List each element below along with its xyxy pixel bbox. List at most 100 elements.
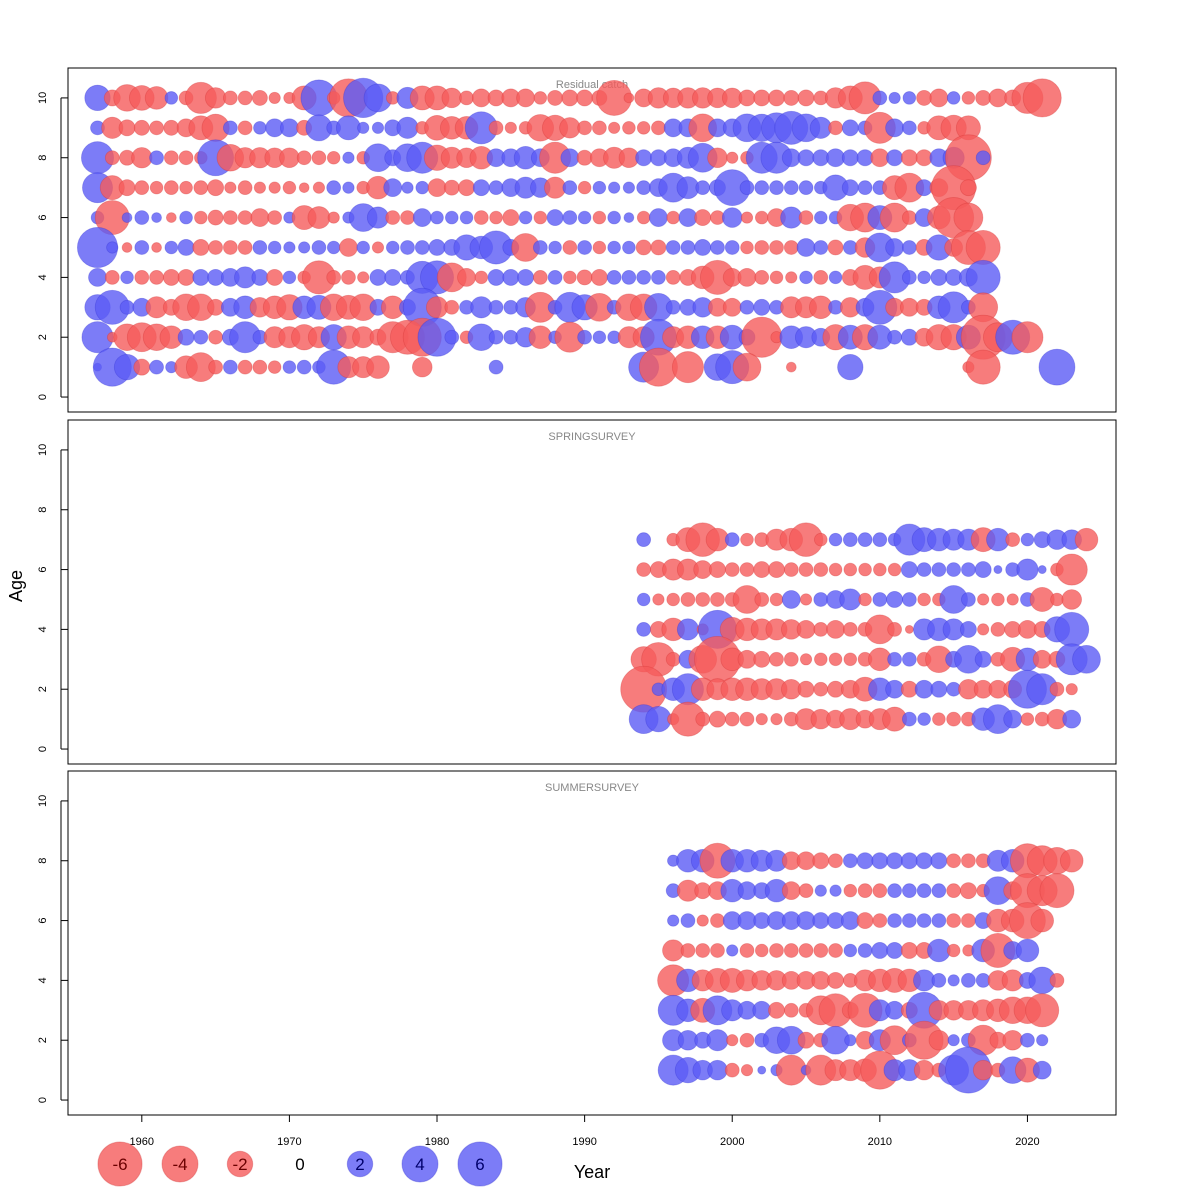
residual-bubble bbox=[814, 652, 828, 667]
residual-bubble bbox=[754, 943, 769, 958]
residual-bubble bbox=[797, 89, 815, 107]
residual-bubble bbox=[901, 913, 917, 928]
legend-label: -2 bbox=[232, 1155, 247, 1174]
residual-bubble bbox=[164, 240, 179, 255]
residual-bubble bbox=[827, 971, 844, 989]
residual-bubble bbox=[917, 592, 931, 607]
residual-bubble bbox=[768, 561, 785, 579]
residual-bubble bbox=[563, 270, 577, 285]
residual-bubble bbox=[1006, 593, 1019, 606]
residual-bubble bbox=[636, 622, 652, 637]
y-axis-title: Age bbox=[6, 570, 26, 602]
residual-bubble bbox=[1020, 1032, 1035, 1048]
legend-bubble bbox=[97, 1141, 143, 1187]
residual-bubble bbox=[638, 347, 678, 387]
residual-bubble bbox=[192, 239, 210, 256]
residual-bubble bbox=[840, 911, 860, 930]
residual-bubble bbox=[149, 180, 164, 195]
residual-bubble bbox=[636, 592, 651, 607]
residual-bubble bbox=[813, 270, 829, 285]
residual-bubble bbox=[709, 561, 726, 579]
residual-bubble bbox=[411, 356, 433, 378]
residual-bubble bbox=[665, 651, 681, 667]
residual-bubble bbox=[870, 148, 890, 168]
residual-bubble bbox=[783, 562, 799, 577]
residual-bubble bbox=[916, 913, 932, 928]
residual-bubble bbox=[471, 88, 491, 108]
residual-bubble bbox=[592, 240, 607, 255]
residual-bubble bbox=[250, 208, 270, 227]
residual-bubble bbox=[901, 240, 917, 255]
residual-bubble bbox=[842, 853, 858, 869]
residual-bubble bbox=[251, 268, 269, 286]
residual-bubble bbox=[842, 622, 858, 637]
residual-bubble bbox=[1074, 527, 1099, 552]
residual-bubble bbox=[991, 592, 1005, 607]
residual-bubble bbox=[753, 561, 771, 579]
residual-bubble bbox=[280, 118, 299, 138]
residual-bubble bbox=[931, 883, 947, 899]
residual-bubble bbox=[843, 883, 858, 898]
residual-bubble bbox=[785, 271, 798, 284]
residual-bubble bbox=[357, 271, 370, 284]
residual-bubble bbox=[798, 562, 814, 577]
residual-bubble bbox=[208, 359, 223, 375]
residual-bubble bbox=[192, 268, 210, 286]
residual-bubble bbox=[1054, 611, 1090, 647]
residual-bubble bbox=[671, 351, 704, 384]
residual-bubble bbox=[326, 150, 341, 165]
residual-bubble bbox=[754, 240, 770, 255]
residual-bubble bbox=[799, 593, 813, 606]
residual-bubble bbox=[887, 651, 902, 667]
residual-bubble bbox=[841, 179, 859, 197]
residual-bubble bbox=[754, 210, 769, 225]
residual-bubble bbox=[828, 562, 843, 577]
residual-bubble bbox=[769, 651, 784, 667]
residual-bubble bbox=[695, 711, 711, 727]
residual-bubble bbox=[134, 270, 150, 285]
residual-bubble bbox=[118, 119, 136, 137]
residual-bubble bbox=[887, 883, 902, 899]
residual-bubble bbox=[458, 179, 475, 197]
residual-bubble bbox=[706, 1029, 729, 1052]
residual-bubble bbox=[769, 943, 784, 958]
residual-bubble bbox=[1038, 348, 1076, 386]
residual-bubble bbox=[724, 1062, 740, 1078]
residual-bubble bbox=[680, 240, 696, 255]
residual-bubble bbox=[826, 148, 845, 168]
x-tick-label: 1960 bbox=[130, 1136, 154, 1148]
residual-bubble bbox=[396, 116, 419, 139]
residual-bubble bbox=[959, 620, 977, 638]
residual-bubble bbox=[946, 91, 961, 105]
y-tick-label: 10 bbox=[37, 444, 49, 456]
y-tick-label: 4 bbox=[37, 977, 49, 983]
residual-bubble bbox=[502, 268, 520, 286]
residual-bubble bbox=[796, 911, 816, 930]
y-tick-label: 6 bbox=[37, 215, 49, 221]
residual-bubble bbox=[1049, 681, 1065, 697]
residual-bubble bbox=[414, 240, 430, 255]
residual-bubble bbox=[651, 270, 666, 285]
residual-bubble bbox=[737, 911, 757, 930]
residual-bubble bbox=[813, 622, 829, 637]
residual-bubble bbox=[888, 91, 901, 105]
residual-bubble bbox=[1059, 848, 1084, 873]
residual-bubble bbox=[858, 592, 872, 607]
residual-bubble bbox=[177, 239, 195, 256]
residual-bubble bbox=[931, 562, 947, 577]
residual-bubble bbox=[371, 121, 385, 134]
residual-bubble bbox=[121, 242, 133, 253]
residual-bubble bbox=[813, 240, 829, 255]
residual-bubble bbox=[253, 181, 266, 194]
residual-bubble bbox=[177, 328, 195, 346]
residual-bubble bbox=[886, 591, 904, 608]
residual-bubble bbox=[783, 180, 799, 196]
residual-bubble bbox=[828, 270, 843, 285]
residual-bubble bbox=[917, 712, 931, 726]
residual-bubble bbox=[739, 562, 755, 577]
residual-bubble bbox=[843, 652, 858, 667]
residual-bubble bbox=[1020, 532, 1035, 547]
residual-bubble bbox=[1072, 644, 1101, 674]
residual-bubble bbox=[607, 210, 621, 225]
residual-bubble bbox=[722, 297, 742, 317]
